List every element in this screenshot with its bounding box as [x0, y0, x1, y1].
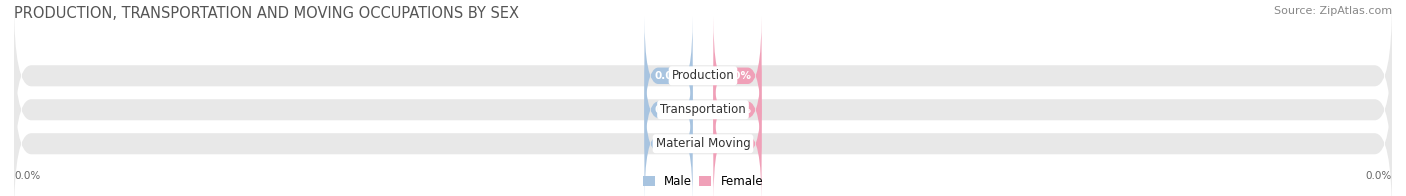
- Text: 0.0%: 0.0%: [723, 71, 752, 81]
- Text: 0.0%: 0.0%: [654, 71, 683, 81]
- Text: Material Moving: Material Moving: [655, 137, 751, 150]
- FancyBboxPatch shape: [713, 16, 762, 135]
- Text: Transportation: Transportation: [661, 103, 745, 116]
- FancyBboxPatch shape: [14, 69, 1392, 196]
- FancyBboxPatch shape: [14, 1, 1392, 150]
- FancyBboxPatch shape: [644, 50, 693, 170]
- FancyBboxPatch shape: [644, 84, 693, 196]
- Text: 0.0%: 0.0%: [723, 105, 752, 115]
- FancyBboxPatch shape: [644, 16, 693, 135]
- FancyBboxPatch shape: [713, 84, 762, 196]
- FancyBboxPatch shape: [713, 50, 762, 170]
- Legend: Male, Female: Male, Female: [641, 172, 765, 190]
- Text: 0.0%: 0.0%: [654, 105, 683, 115]
- Text: 0.0%: 0.0%: [723, 139, 752, 149]
- Text: 0.0%: 0.0%: [654, 139, 683, 149]
- Text: PRODUCTION, TRANSPORTATION AND MOVING OCCUPATIONS BY SEX: PRODUCTION, TRANSPORTATION AND MOVING OC…: [14, 6, 519, 21]
- Text: 0.0%: 0.0%: [14, 171, 41, 181]
- FancyBboxPatch shape: [14, 35, 1392, 184]
- Text: 0.0%: 0.0%: [1365, 171, 1392, 181]
- Text: Production: Production: [672, 69, 734, 82]
- Text: Source: ZipAtlas.com: Source: ZipAtlas.com: [1274, 6, 1392, 16]
